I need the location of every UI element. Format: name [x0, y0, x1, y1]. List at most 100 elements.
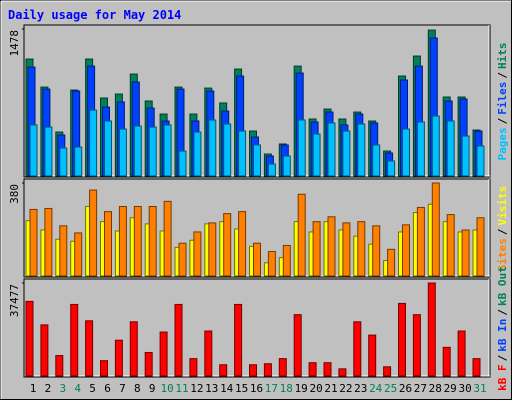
bar — [293, 314, 302, 377]
x-tick-label: 17 — [265, 382, 278, 395]
bar — [312, 221, 321, 277]
x-tick-label: 10 — [160, 382, 173, 395]
legend-entry: Pages — [496, 127, 509, 160]
bar — [59, 147, 68, 177]
bar — [323, 362, 332, 377]
x-tick-label: 26 — [399, 382, 412, 395]
legend-separator: / — [496, 72, 509, 79]
bar — [402, 128, 410, 177]
x-tick-label: 24 — [369, 382, 383, 395]
x-tick-label: 21 — [324, 382, 337, 395]
legend-entry: Files — [496, 82, 509, 115]
x-tick-label: 2 — [45, 382, 52, 395]
bar — [368, 334, 377, 377]
bar — [208, 119, 217, 177]
bar — [342, 222, 351, 277]
bar — [104, 120, 112, 177]
bar — [278, 358, 287, 377]
bar — [412, 314, 421, 377]
bar — [234, 303, 243, 377]
bar — [129, 321, 138, 377]
bar — [267, 163, 276, 177]
bar — [133, 125, 142, 177]
bar — [427, 282, 436, 377]
x-tick-label: 14 — [220, 382, 234, 395]
bar — [238, 211, 247, 277]
bar — [372, 144, 381, 177]
bar — [282, 155, 291, 177]
bar — [85, 320, 94, 377]
bar — [74, 232, 83, 277]
legend: kB F / kB In / kB Out — [496, 266, 509, 391]
bar — [29, 124, 38, 177]
x-tick-label: 6 — [104, 382, 111, 395]
legend-separator: / — [496, 117, 509, 124]
bar — [446, 120, 455, 177]
x-tick-label: 1 — [30, 382, 37, 395]
bar — [457, 330, 466, 377]
bar — [100, 360, 108, 377]
x-tick-label: 11 — [175, 382, 188, 395]
bar — [204, 330, 213, 377]
bar — [29, 208, 38, 277]
bar — [174, 303, 183, 377]
x-tick-label: 28 — [429, 382, 442, 395]
bar — [178, 242, 187, 277]
bar — [40, 324, 49, 377]
bar — [223, 123, 232, 177]
bar — [357, 123, 366, 177]
bar — [133, 205, 142, 277]
bar — [118, 128, 127, 177]
x-tick-label: 23 — [354, 382, 367, 395]
x-tick-label: 9 — [149, 382, 156, 395]
bar — [416, 206, 425, 277]
bar — [476, 145, 485, 177]
x-tick-label: 22 — [339, 382, 352, 395]
bar — [159, 331, 168, 377]
bar — [189, 358, 198, 377]
legend-entry: Hits — [496, 43, 509, 70]
x-tick-label: 5 — [89, 382, 96, 395]
bar — [148, 205, 157, 277]
bar — [342, 130, 351, 177]
bar — [446, 214, 455, 277]
x-tick-label: 7 — [119, 382, 126, 395]
x-tick-label: 19 — [295, 382, 308, 395]
bar — [59, 225, 68, 277]
bar — [70, 303, 79, 377]
x-tick-label: 29 — [444, 382, 457, 395]
bar — [89, 109, 98, 177]
bar — [357, 221, 366, 277]
x-tick-label: 31 — [473, 382, 486, 395]
x-tick-label: 16 — [250, 382, 263, 395]
y-tick-label: 37477 — [8, 284, 21, 317]
bar — [193, 231, 202, 277]
bar — [327, 216, 336, 277]
bar — [148, 126, 157, 177]
bar — [193, 131, 202, 177]
bar — [163, 200, 172, 277]
bar — [461, 135, 470, 177]
legend-entry: kB Out — [496, 266, 509, 306]
legend-entry: kB In — [496, 319, 509, 352]
x-tick-label: 13 — [205, 382, 218, 395]
legend-separator: / — [496, 309, 509, 316]
x-tick-label: 18 — [280, 382, 293, 395]
bar — [118, 205, 127, 277]
bar — [178, 150, 187, 177]
bar — [219, 364, 228, 377]
bar — [398, 302, 406, 377]
bar — [297, 193, 306, 277]
bar — [372, 225, 381, 277]
bar — [114, 339, 123, 377]
x-tick-label: 4 — [74, 382, 81, 395]
bar — [89, 189, 98, 277]
bar — [472, 358, 481, 377]
bar — [387, 160, 396, 177]
bar — [144, 351, 153, 377]
bar — [308, 362, 317, 377]
y-tick-label: 1478 — [8, 30, 21, 57]
bar — [282, 244, 291, 277]
bar — [476, 217, 485, 277]
